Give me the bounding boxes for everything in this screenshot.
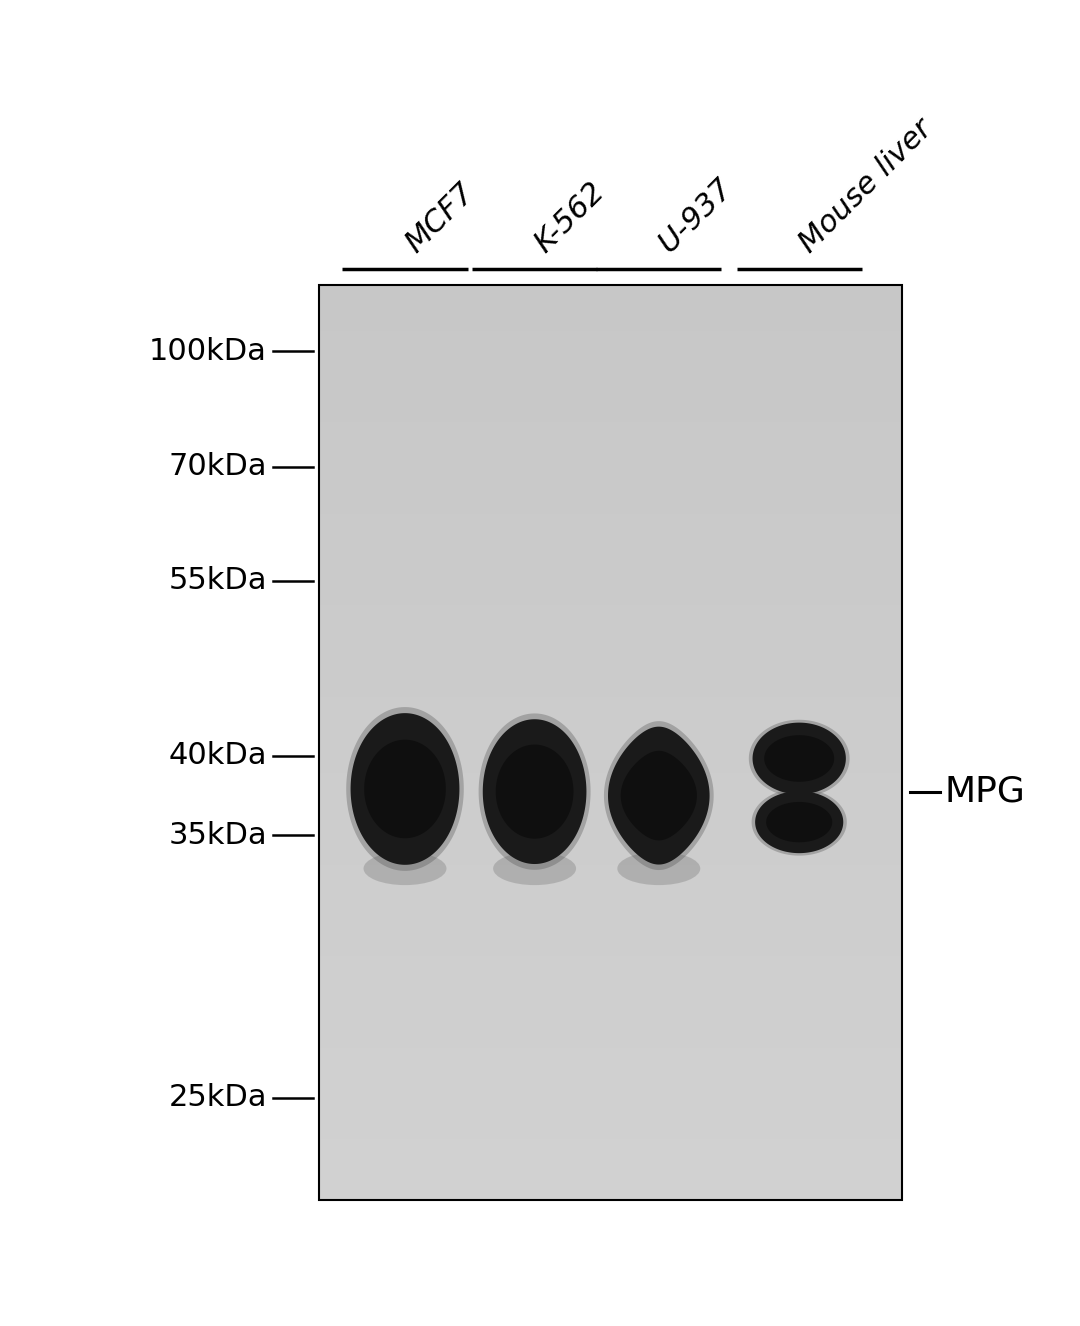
Bar bbox=[319, 1122, 902, 1139]
Bar bbox=[319, 513, 902, 529]
Polygon shape bbox=[755, 792, 843, 853]
Bar bbox=[319, 1107, 902, 1124]
Text: 25kDa: 25kDa bbox=[168, 1083, 267, 1113]
Bar bbox=[319, 971, 902, 987]
Polygon shape bbox=[351, 713, 459, 865]
Polygon shape bbox=[752, 789, 847, 855]
Text: MCF7: MCF7 bbox=[400, 178, 480, 259]
Bar bbox=[319, 558, 902, 575]
Bar bbox=[319, 727, 902, 743]
Bar bbox=[319, 375, 902, 392]
Bar bbox=[319, 361, 902, 377]
Bar bbox=[319, 1061, 902, 1078]
Bar bbox=[319, 345, 902, 362]
Bar bbox=[319, 1032, 902, 1048]
Polygon shape bbox=[478, 713, 591, 870]
Bar bbox=[319, 1183, 902, 1200]
Bar bbox=[319, 985, 902, 1002]
Bar bbox=[319, 574, 902, 590]
Bar bbox=[319, 786, 902, 804]
Bar bbox=[319, 1168, 902, 1185]
Polygon shape bbox=[364, 740, 446, 838]
Bar bbox=[319, 406, 902, 423]
Bar bbox=[319, 910, 902, 926]
Bar bbox=[319, 650, 902, 666]
Polygon shape bbox=[604, 721, 714, 870]
Bar bbox=[319, 849, 902, 865]
Ellipse shape bbox=[494, 853, 576, 886]
Bar bbox=[319, 802, 902, 818]
Text: MPG: MPG bbox=[945, 774, 1026, 809]
Text: K-562: K-562 bbox=[529, 178, 610, 259]
Bar bbox=[319, 955, 902, 971]
Polygon shape bbox=[483, 719, 586, 865]
Text: 70kDa: 70kDa bbox=[168, 452, 267, 481]
Polygon shape bbox=[496, 745, 573, 838]
Bar bbox=[319, 894, 902, 911]
Polygon shape bbox=[753, 723, 846, 794]
Bar bbox=[319, 1016, 902, 1032]
Bar bbox=[319, 756, 902, 773]
Bar bbox=[319, 1093, 902, 1109]
Bar bbox=[319, 436, 902, 453]
Bar bbox=[319, 544, 902, 560]
Bar bbox=[319, 589, 902, 605]
Bar bbox=[319, 741, 902, 758]
Bar bbox=[319, 1046, 902, 1063]
Polygon shape bbox=[766, 802, 833, 842]
Bar bbox=[319, 285, 902, 1200]
Bar bbox=[319, 695, 902, 712]
Bar bbox=[319, 300, 902, 316]
Bar bbox=[319, 314, 902, 332]
Bar bbox=[319, 833, 902, 850]
Polygon shape bbox=[621, 751, 697, 841]
Bar bbox=[319, 1138, 902, 1154]
Bar bbox=[319, 863, 902, 880]
Polygon shape bbox=[748, 720, 850, 797]
Bar bbox=[319, 1001, 902, 1017]
Bar bbox=[319, 666, 902, 682]
Bar bbox=[319, 635, 902, 651]
Bar bbox=[319, 680, 902, 697]
Text: Mouse liver: Mouse liver bbox=[794, 114, 939, 259]
Bar bbox=[319, 497, 902, 513]
Bar bbox=[319, 619, 902, 636]
Text: 35kDa: 35kDa bbox=[168, 821, 267, 850]
Bar bbox=[319, 330, 902, 346]
Bar bbox=[319, 391, 902, 407]
Bar bbox=[319, 422, 902, 438]
Bar bbox=[319, 1077, 902, 1093]
Polygon shape bbox=[765, 735, 834, 782]
Bar bbox=[319, 528, 902, 545]
Bar bbox=[319, 772, 902, 788]
Text: U-937: U-937 bbox=[653, 174, 739, 259]
Bar bbox=[319, 467, 902, 484]
Text: 55kDa: 55kDa bbox=[168, 566, 267, 595]
Text: 40kDa: 40kDa bbox=[168, 741, 267, 770]
Ellipse shape bbox=[618, 853, 700, 886]
Bar bbox=[319, 924, 902, 941]
Bar bbox=[319, 1154, 902, 1170]
Bar bbox=[319, 483, 902, 499]
Bar bbox=[319, 817, 902, 834]
Ellipse shape bbox=[364, 853, 446, 886]
Bar bbox=[319, 605, 902, 621]
Bar bbox=[319, 452, 902, 468]
Bar bbox=[319, 879, 902, 895]
Bar bbox=[319, 939, 902, 956]
Text: 100kDa: 100kDa bbox=[149, 337, 267, 366]
Bar bbox=[319, 711, 902, 727]
Bar bbox=[319, 284, 902, 301]
Polygon shape bbox=[347, 707, 463, 871]
Polygon shape bbox=[608, 727, 710, 865]
